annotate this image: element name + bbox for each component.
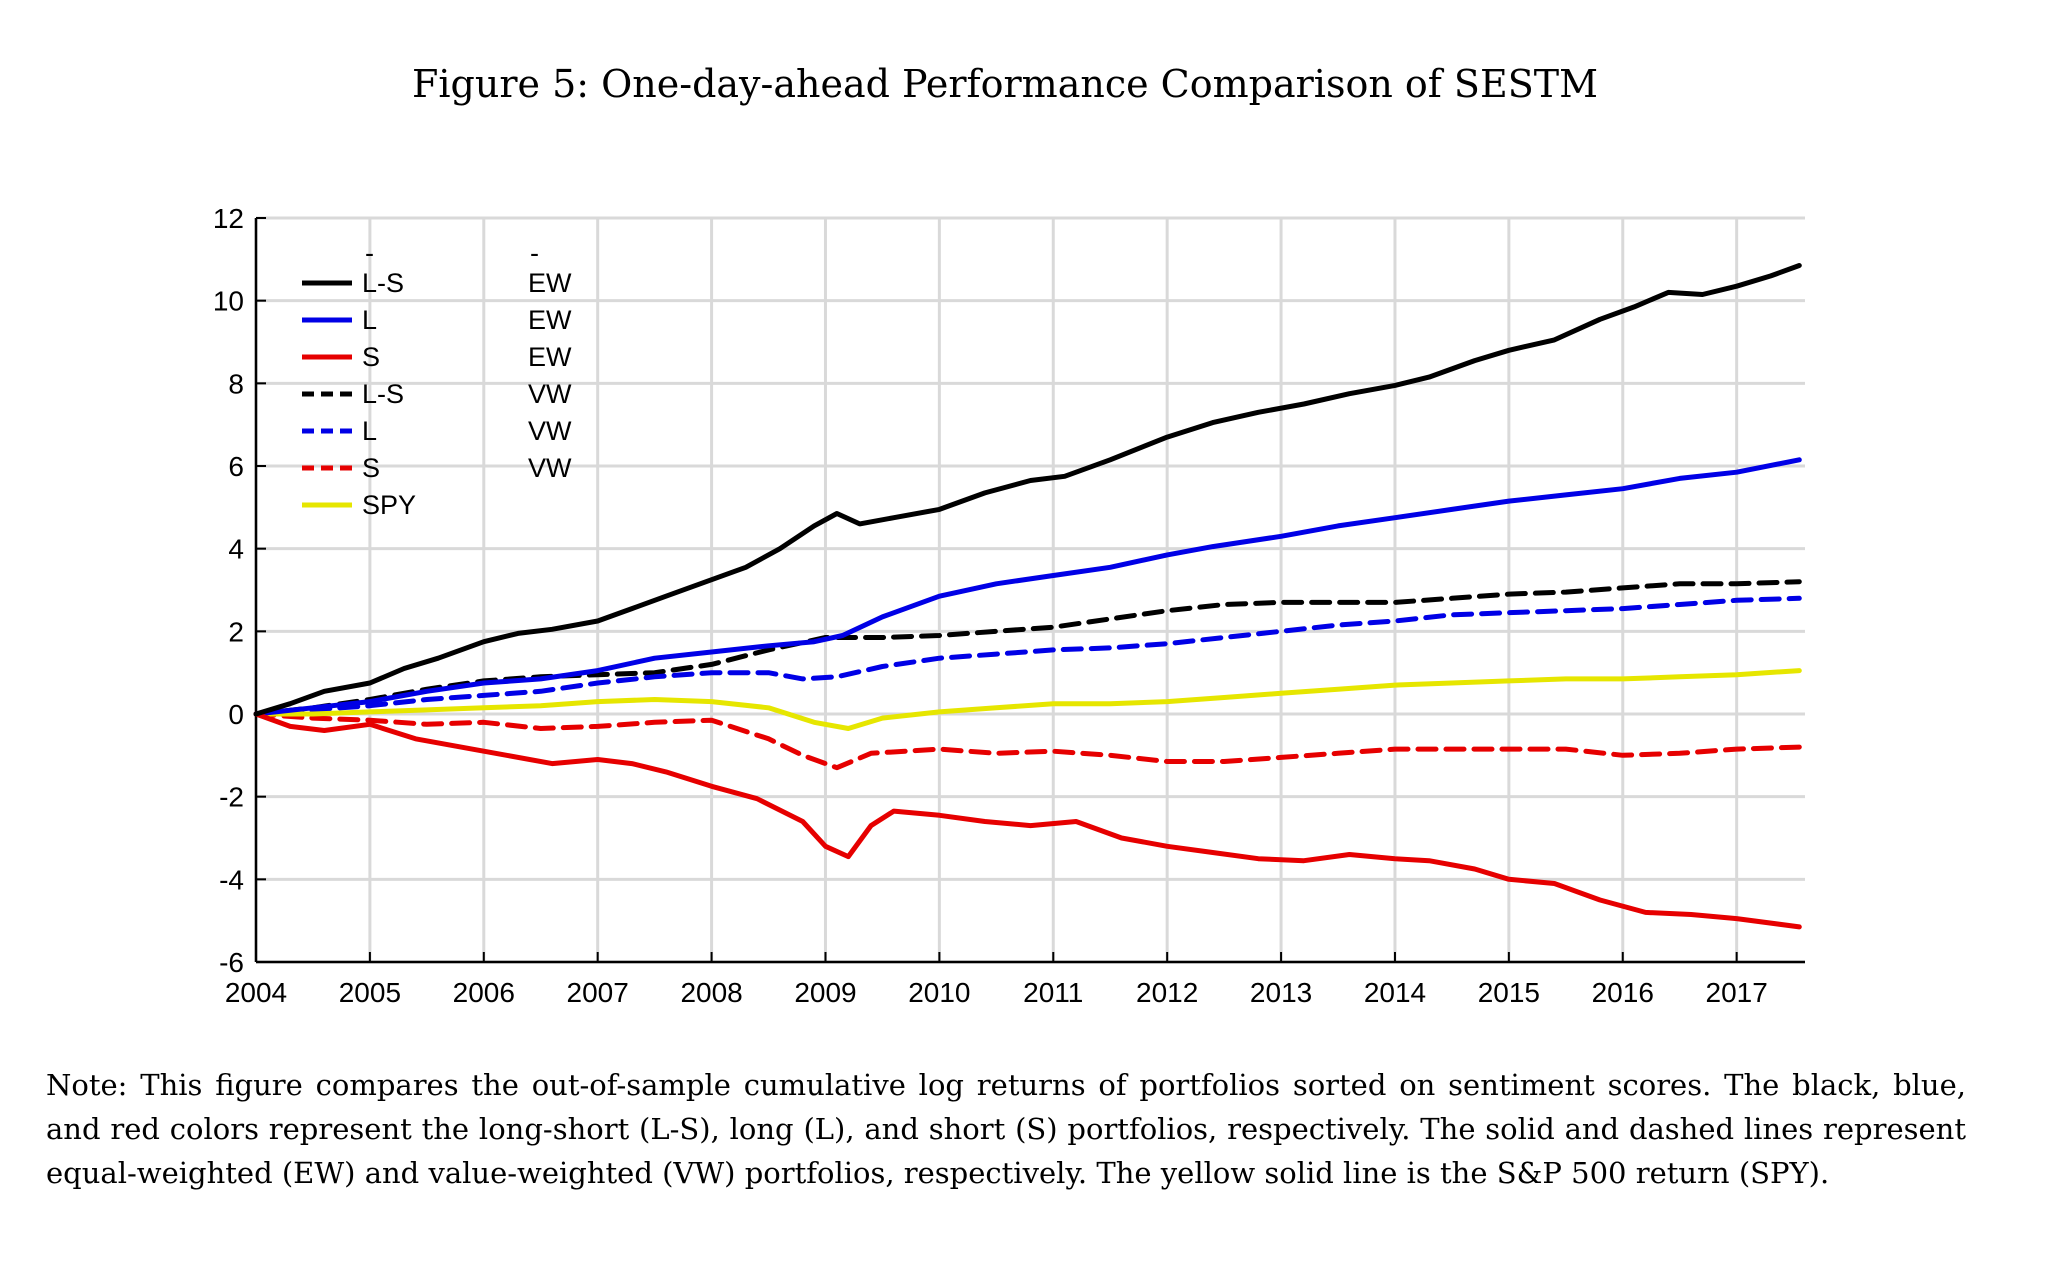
legend-weight: VW [528, 453, 572, 483]
series-line-s-vw [253, 711, 1802, 771]
legend-header-label: - [365, 238, 374, 268]
y-tick-label: -2 [219, 782, 244, 813]
x-tick-label: 2014 [1364, 977, 1426, 1008]
y-tick-label: -4 [219, 864, 244, 895]
x-tick-label: 2010 [908, 977, 970, 1008]
x-tick-label: 2015 [1478, 977, 1540, 1008]
legend-header-weight: - [530, 238, 539, 268]
y-tick-label: 2 [228, 616, 244, 647]
legend-weight: EW [528, 305, 572, 335]
series-line-s-ew [253, 711, 1802, 930]
tick-labels: 2004 2005 2006 2007 2008 2009 2010 2011 2012 2013… [213, 203, 1768, 1008]
legend-label: L-S [362, 268, 404, 298]
y-tick-label: 12 [213, 203, 244, 234]
x-tick-label: 2006 [453, 977, 515, 1008]
x-tick-label: 2011 [1023, 977, 1083, 1008]
series-line-l-s-ew [253, 263, 1802, 717]
axes [254, 217, 1805, 964]
x-tick-label: 2009 [794, 977, 856, 1008]
legend-label: L-S [362, 379, 404, 409]
legend-label: L [362, 305, 377, 335]
x-tick-label: 2007 [567, 977, 629, 1008]
legend-weight: VW [528, 416, 572, 446]
y-tick-label: 4 [228, 534, 244, 565]
x-tick-label: 2012 [1136, 977, 1198, 1008]
y-tick-label: -6 [219, 947, 244, 978]
x-tick-label: 2004 [225, 977, 287, 1008]
x-tick-label: 2017 [1706, 977, 1768, 1008]
y-tick-label: 10 [213, 286, 244, 317]
y-tick-label: 6 [228, 451, 244, 482]
y-tick-label: 0 [228, 699, 244, 730]
legend-label: SPY [362, 490, 416, 520]
figure-title: Figure 5: One-day-ahead Performance Comp… [412, 62, 1598, 106]
figure-note: Note: This figure compares the out-of-sa… [46, 1068, 1966, 1190]
series-line-spy [253, 668, 1802, 731]
series-line-l-vw [253, 595, 1802, 717]
legend-weight: EW [528, 268, 572, 298]
x-tick-label: 2013 [1250, 977, 1312, 1008]
legend-label: S [362, 342, 380, 372]
x-tick-label: 2005 [339, 977, 401, 1008]
x-tick-label: 2016 [1592, 977, 1654, 1008]
x-tick-label: 2008 [680, 977, 742, 1008]
legend-label: S [362, 453, 380, 483]
legend-label: L [362, 416, 377, 446]
series-line-l-ew [253, 457, 1802, 717]
legend-weight: VW [528, 379, 572, 409]
series-lines [253, 263, 1802, 930]
legend-weight: EW [528, 342, 572, 372]
y-tick-label: 8 [228, 368, 244, 399]
